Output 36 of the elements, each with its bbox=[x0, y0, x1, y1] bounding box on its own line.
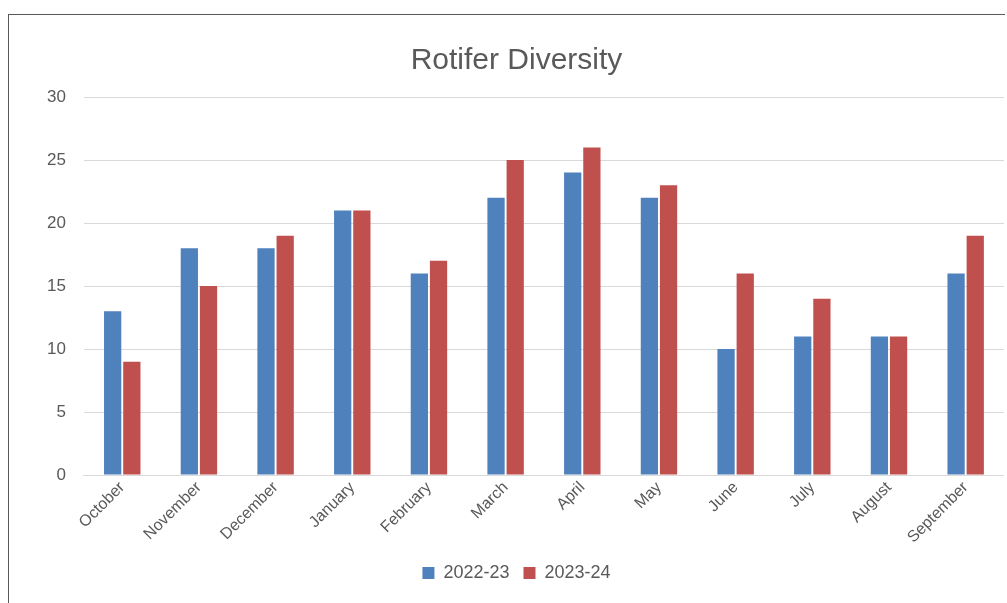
bar bbox=[794, 336, 812, 475]
legend-label: 2023-24 bbox=[544, 561, 611, 582]
bar bbox=[966, 235, 984, 475]
bar bbox=[813, 298, 831, 475]
x-tick-label: July bbox=[785, 478, 818, 511]
bar bbox=[257, 248, 275, 475]
bar bbox=[506, 160, 524, 475]
bar bbox=[583, 147, 601, 475]
bar bbox=[564, 172, 582, 475]
y-tick-label: 20 bbox=[46, 212, 66, 232]
y-tick-label: 25 bbox=[46, 149, 66, 169]
bar bbox=[104, 311, 122, 475]
x-tick-label: May bbox=[630, 478, 665, 512]
bar bbox=[410, 273, 428, 475]
legend-label: 2022-23 bbox=[443, 561, 510, 582]
bar bbox=[889, 336, 908, 475]
bar bbox=[640, 197, 659, 475]
bar bbox=[123, 361, 141, 475]
bar bbox=[180, 248, 198, 475]
bar bbox=[334, 210, 352, 475]
bar bbox=[353, 210, 371, 475]
y-tick-label: 5 bbox=[56, 401, 66, 421]
bar bbox=[199, 286, 218, 475]
chart-title: Rotifer Diversity bbox=[410, 42, 623, 76]
y-tick-label: 0 bbox=[56, 464, 66, 484]
bar bbox=[487, 197, 505, 475]
bar bbox=[947, 273, 965, 475]
bar bbox=[659, 185, 678, 475]
bar bbox=[276, 235, 294, 475]
bar bbox=[736, 273, 754, 475]
y-tick-label: 15 bbox=[46, 275, 66, 295]
y-tick-label: 30 bbox=[46, 86, 66, 106]
y-tick-label: 10 bbox=[46, 338, 66, 358]
bar bbox=[870, 336, 889, 475]
bar bbox=[717, 349, 735, 475]
bar bbox=[429, 260, 448, 475]
